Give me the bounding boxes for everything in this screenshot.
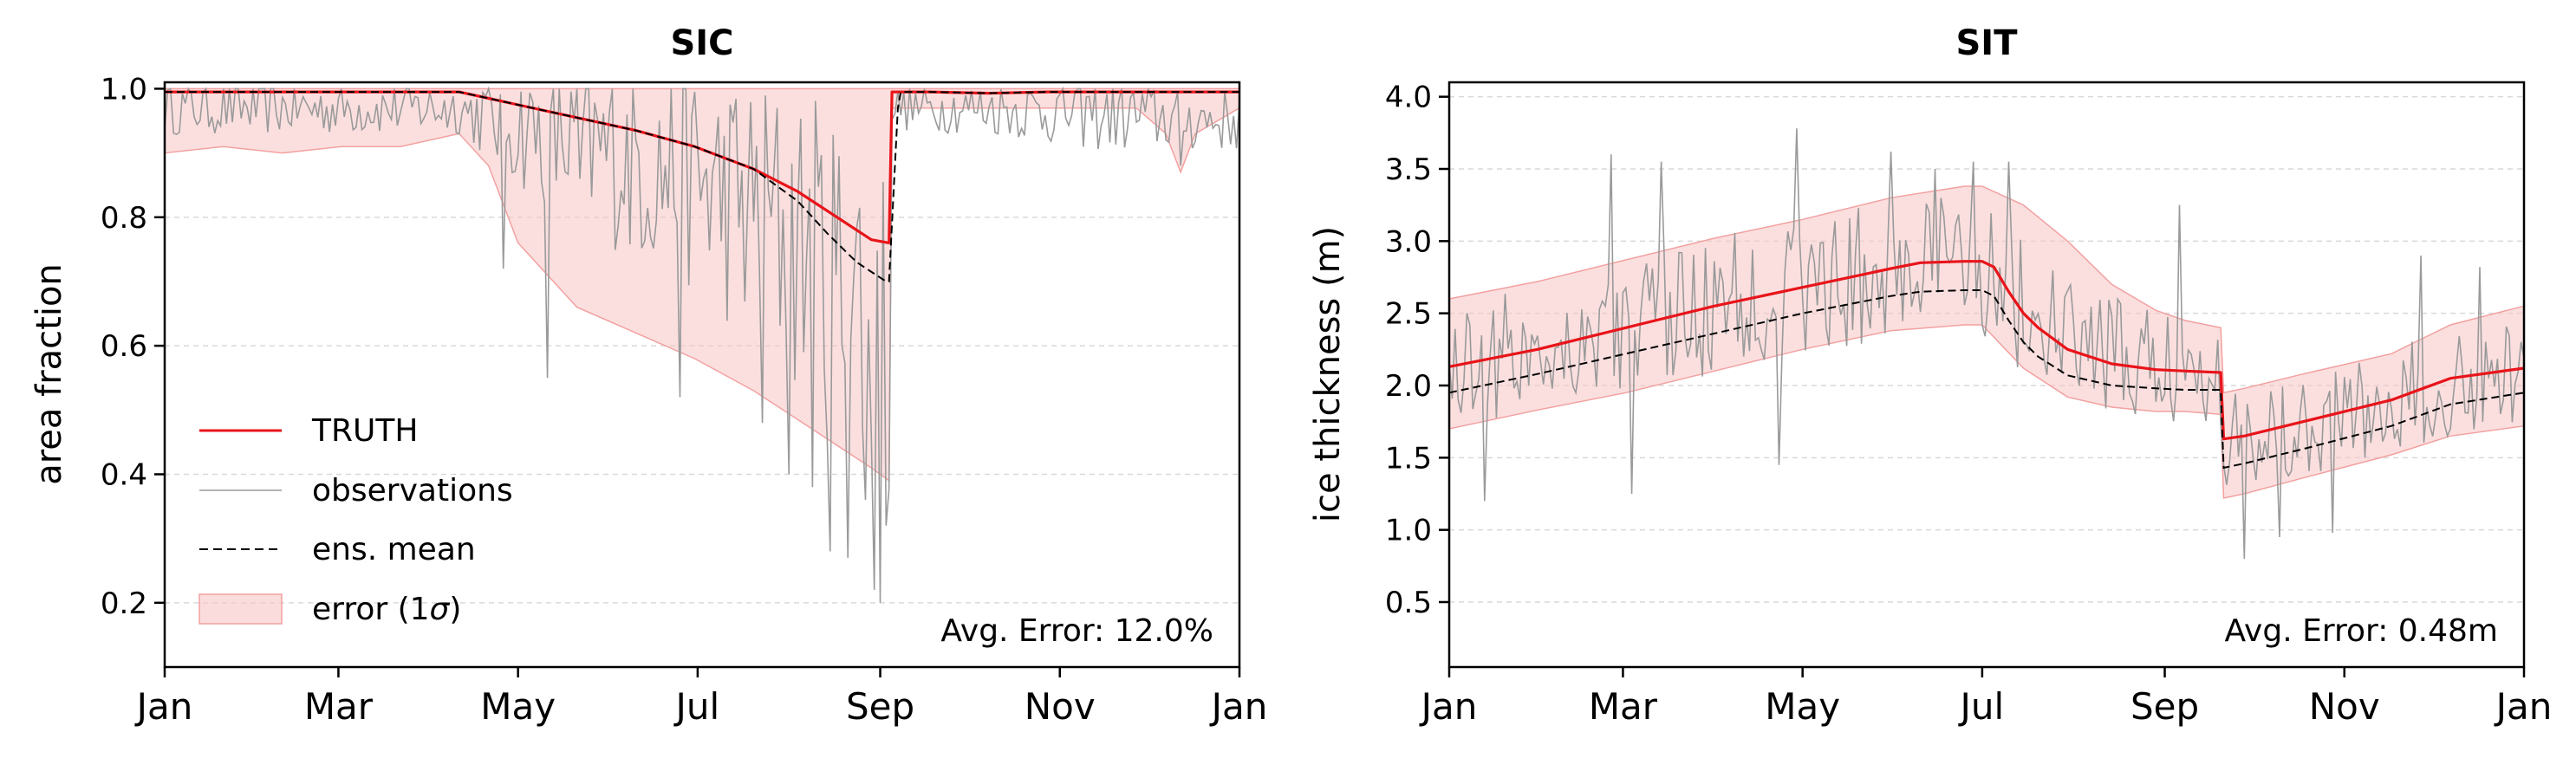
sic-plot-frame: [163, 81, 1241, 669]
sic-x-axis: Jan Mar May Jul Sep Nov Jan: [134, 667, 1268, 728]
legend-truth-label: TRUTH: [311, 413, 418, 449]
sic-title: SIC: [670, 23, 733, 63]
legend-ens-mean-label: ens. mean: [312, 532, 476, 567]
sic-observations-path: [164, 86, 1240, 603]
sit-truth-line: [1448, 260, 2525, 441]
sic-y-tick-label: 1.0: [101, 72, 147, 107]
legend-error-label: error (1σ): [312, 592, 461, 627]
sic-x-tick-label: Jan: [1209, 685, 1268, 728]
legend-error-swatch: [198, 593, 283, 625]
sic-x-tick-label: Jan: [134, 685, 193, 728]
sic-ens-mean-line: [165, 91, 1239, 282]
sit-ens-mean-line: [1448, 289, 2525, 470]
sit-y-tick-label: 0.5: [1385, 586, 1432, 620]
sit-ens-mean-path: [1448, 289, 2525, 470]
sit-plot-frame: [1447, 81, 2526, 669]
sit-x-tick-label: May: [1765, 685, 1840, 728]
sit-y-axis: 0.5 1.0 1.5 2.0 2.5 3.0 3.5 4.0: [1385, 81, 1449, 620]
sit-observations-line: [1448, 128, 2525, 560]
sit-annotation: Avg. Error: 0.48m: [2225, 613, 2498, 649]
sic-ens-mean-path: [165, 91, 1239, 282]
sic-annotation: Avg. Error: 12.0%: [940, 613, 1213, 649]
sic-y-tick-label: 0.4: [101, 457, 147, 492]
sit-title: SIT: [1956, 23, 2019, 63]
sit-y-tick-label: 2.0: [1385, 369, 1432, 404]
sic-x-tick-label: Jul: [673, 685, 720, 728]
sit-x-tick-label: Nov: [2309, 685, 2380, 728]
legend-observations-label: observations: [312, 473, 513, 509]
sit-x-tick-label: Jan: [1419, 685, 1478, 728]
sic-x-tick-label: May: [480, 685, 556, 728]
sic-y-axis: 0.2 0.4 0.6 0.8 1.0: [101, 72, 165, 621]
sit-x-tick-label: Sep: [2130, 685, 2199, 728]
sic-x-tick-label: Sep: [846, 685, 914, 728]
sic-observations-line: [164, 86, 1240, 603]
sit-y-tick-label: 3.5: [1385, 152, 1432, 187]
sic-chart: SIC Jan Mar May Jul Sep Nov Jan 0.2 0.4 0.6 0.8 1.…: [29, 23, 1267, 728]
sit-observations-path: [1448, 128, 2525, 560]
sit-chart: SIT Jan Mar May Jul Sep Nov Jan 0.5 1.0 1.5 2.0 2.…: [1308, 23, 2552, 728]
sit-x-tick-label: Jan: [2494, 685, 2553, 728]
sic-y-axis-label: area fraction: [29, 263, 69, 485]
sit-y-tick-label: 2.5: [1385, 297, 1432, 332]
sit-y-tick-label: 1.5: [1385, 441, 1432, 476]
sic-y-tick-label: 0.8: [101, 201, 147, 236]
sic-x-tick-label: Nov: [1025, 685, 1096, 728]
sic-x-tick-label: Mar: [304, 685, 374, 728]
sit-y-tick-label: 1.0: [1385, 514, 1432, 548]
sit-x-axis: Jan Mar May Jul Sep Nov Jan: [1419, 667, 2553, 728]
sit-x-tick-label: Mar: [1589, 685, 1658, 728]
sic-y-tick-label: 0.6: [101, 329, 147, 364]
sit-truth-path: [1448, 260, 2525, 441]
sit-error-band-area: [1448, 185, 2525, 499]
sit-error-band: [1448, 185, 2525, 499]
sit-x-tick-label: Jul: [1958, 685, 2005, 728]
sit-y-tick-label: 3.0: [1385, 224, 1432, 259]
sit-y-axis-label: ice thickness (m): [1308, 226, 1348, 522]
sic-y-tick-label: 0.2: [101, 586, 147, 621]
sit-y-tick-label: 4.0: [1385, 81, 1432, 115]
sic-legend: TRUTH observations ens. mean error (1σ): [198, 413, 513, 627]
